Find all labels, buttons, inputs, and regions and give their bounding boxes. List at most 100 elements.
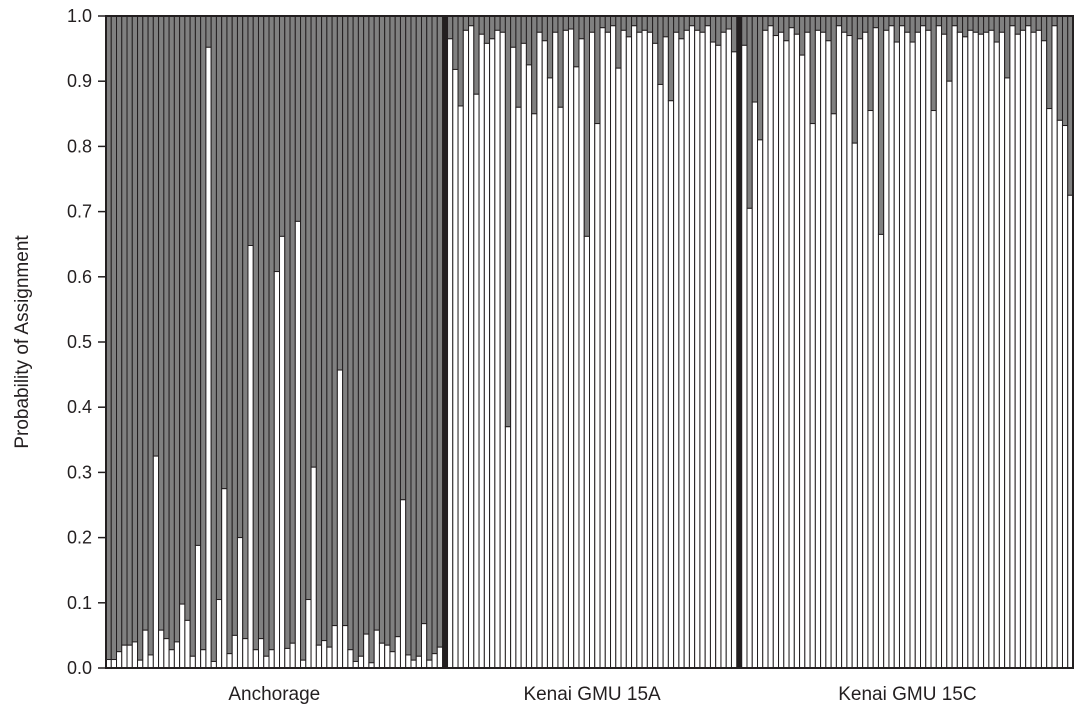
- y-tick-label: 0.1: [67, 593, 92, 613]
- bar-remainder: [462, 15, 470, 31]
- bar-remainder: [951, 15, 958, 27]
- bar-remainder: [757, 15, 764, 141]
- bar: [967, 29, 974, 669]
- bar: [268, 649, 275, 669]
- bar: [946, 80, 953, 669]
- bar: [557, 106, 564, 669]
- group-1: [447, 15, 738, 669]
- bar-remainder: [410, 15, 417, 661]
- bar-remainder: [405, 15, 412, 656]
- bar-remainder: [315, 15, 323, 646]
- bar-remainder: [310, 15, 317, 468]
- bar: [552, 31, 559, 669]
- bar: [494, 29, 501, 669]
- bar-remainder: [378, 15, 386, 644]
- bar-remainder: [168, 15, 175, 651]
- bar: [483, 42, 491, 669]
- bar: [436, 646, 444, 669]
- bar-remainder: [788, 15, 795, 29]
- bar-remainder: [893, 15, 900, 43]
- bar-remainder: [504, 15, 512, 428]
- bar-remainder: [247, 15, 254, 246]
- bar-remainder: [1061, 15, 1069, 127]
- bar: [935, 25, 943, 669]
- bar: [667, 100, 675, 669]
- bar-remainder: [552, 15, 559, 33]
- bar-remainder: [536, 15, 543, 33]
- bar: [194, 544, 202, 669]
- x-group-label: Kenai GMU 15C: [838, 684, 976, 705]
- bar-remainder: [599, 15, 606, 29]
- bar: [893, 41, 900, 669]
- bar: [273, 271, 281, 669]
- bar-remainder: [473, 15, 480, 95]
- bar: [778, 31, 785, 669]
- bar: [709, 41, 717, 669]
- bar-remainder: [888, 15, 895, 27]
- bar: [615, 67, 622, 669]
- bar-remainder: [662, 15, 669, 38]
- bar: [657, 83, 664, 669]
- bar-remainder: [715, 15, 722, 46]
- bar-remainder: [331, 15, 338, 627]
- bar-remainder: [189, 15, 196, 657]
- bar: [252, 649, 259, 669]
- bar-remainder: [363, 15, 370, 635]
- bar-remainder: [478, 15, 485, 35]
- bar: [546, 77, 554, 669]
- bar-remainder: [772, 15, 780, 37]
- bar-remainder: [904, 15, 911, 33]
- bar-remainder: [152, 15, 160, 457]
- bar: [578, 38, 585, 669]
- bar-remainder: [137, 15, 144, 661]
- bar: [405, 654, 412, 669]
- bar: [1025, 25, 1032, 669]
- bar: [1046, 108, 1053, 669]
- bar: [420, 623, 428, 669]
- bar: [573, 66, 580, 669]
- bar-remainder: [909, 15, 916, 43]
- bars-layer: [105, 15, 1074, 669]
- bar-remainder: [510, 15, 517, 48]
- bar-remainder: [326, 15, 333, 648]
- bar-remainder: [793, 15, 801, 35]
- bar: [746, 207, 753, 669]
- bar-remainder: [389, 15, 396, 653]
- bar: [909, 41, 916, 669]
- bar-remainder: [835, 15, 843, 27]
- bar-remainder: [284, 15, 291, 649]
- bar-remainder: [357, 15, 365, 657]
- bar: [263, 655, 270, 669]
- bar-remainder: [1025, 15, 1032, 27]
- bar-remainder: [300, 15, 307, 661]
- bar-remainder: [830, 15, 837, 115]
- bar-remainder: [583, 15, 590, 237]
- bar: [872, 27, 879, 669]
- bar: [604, 31, 612, 669]
- bar: [1051, 25, 1058, 669]
- bar-remainder: [898, 15, 906, 27]
- bar-remainder: [872, 15, 879, 29]
- bar: [279, 235, 286, 669]
- bar-remainder: [226, 15, 233, 655]
- bar-remainder: [667, 15, 675, 102]
- bar-remainder: [489, 15, 496, 40]
- bar-remainder: [231, 15, 238, 636]
- bar-remainder: [688, 15, 696, 27]
- bar: [688, 25, 696, 669]
- bar: [757, 139, 764, 669]
- y-axis-title: Probability of Assignment: [12, 235, 33, 449]
- bar-remainder: [205, 15, 212, 48]
- bar: [851, 142, 858, 669]
- bar: [489, 38, 496, 669]
- bar: [447, 38, 454, 669]
- bar: [462, 29, 470, 669]
- bar: [783, 40, 790, 669]
- bar-remainder: [1030, 15, 1037, 33]
- bar: [793, 33, 801, 669]
- bar-remainder: [930, 15, 937, 112]
- bar-remainder: [1009, 15, 1016, 27]
- bar-remainder: [368, 15, 375, 664]
- bar-remainder: [384, 15, 391, 646]
- bar: [410, 659, 417, 669]
